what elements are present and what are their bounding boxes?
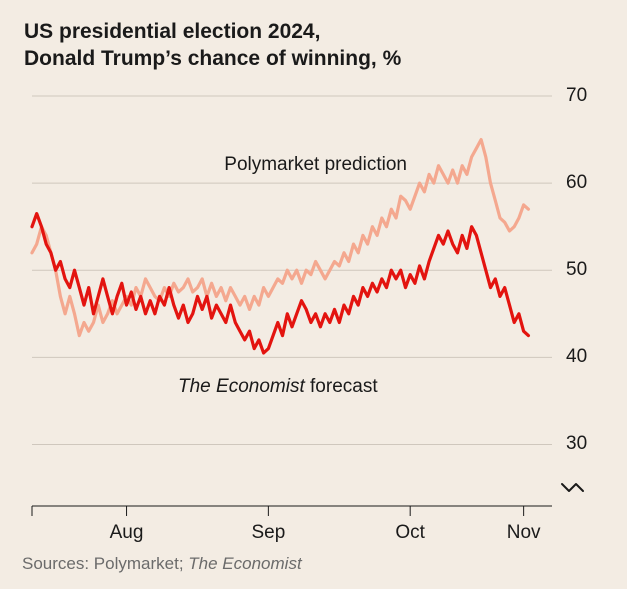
- x-tick-label: Sep: [251, 522, 285, 544]
- x-tick-label: Oct: [395, 522, 425, 544]
- chart-title: US presidential election 2024, Donald Tr…: [24, 18, 401, 72]
- x-tick-label: Aug: [110, 522, 144, 544]
- chart-source: Sources: Polymarket; The Economist: [22, 554, 302, 574]
- y-tick-label: 40: [566, 346, 587, 368]
- series-label: The Economist forecast: [178, 376, 378, 398]
- y-tick-label: 50: [566, 259, 587, 281]
- y-tick-label: 30: [566, 433, 587, 455]
- x-tick-label: Nov: [507, 522, 541, 544]
- line-chart: 3040506070AugSepOctNovPolymarket predict…: [32, 96, 552, 488]
- y-tick-label: 60: [566, 172, 587, 194]
- series-label: Polymarket prediction: [224, 154, 407, 176]
- y-tick-label: 70: [566, 85, 587, 107]
